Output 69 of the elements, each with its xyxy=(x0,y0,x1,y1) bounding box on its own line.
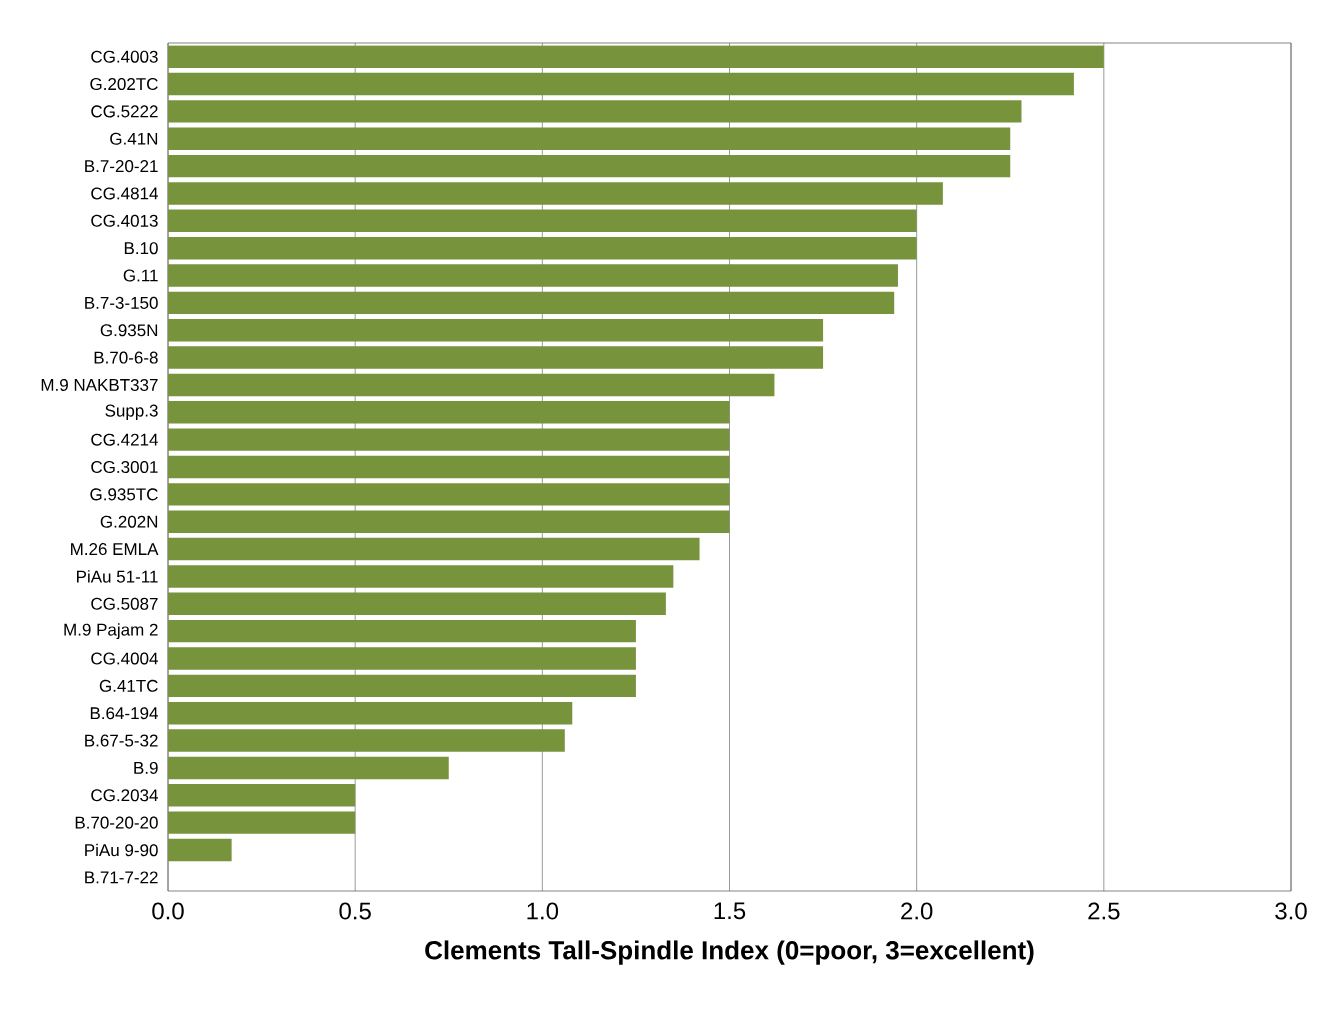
y-tick-label: M.9 Pajam 2 xyxy=(64,623,158,640)
y-tick-label: G.202N xyxy=(100,515,158,528)
bar xyxy=(168,45,1104,68)
x-tick-label: 0.5 xyxy=(339,902,371,920)
bar xyxy=(168,838,232,862)
y-tick-label: CG.5087 xyxy=(91,597,158,610)
bar xyxy=(168,428,730,451)
x-tick-label: 2.0 xyxy=(901,902,933,920)
y-tick-label: CG.4013 xyxy=(91,214,158,227)
y-tick-label: G.202TC xyxy=(90,78,158,91)
y-tick-label: CG.5222 xyxy=(91,105,158,118)
y-tick-label: G.935TC xyxy=(90,488,158,501)
y-tick-label: CG.4004 xyxy=(91,652,158,665)
y-tick-label: M.9 NAKBT337 xyxy=(41,378,158,391)
y-tick-label: B.10 xyxy=(124,242,158,255)
bar xyxy=(168,72,1074,96)
bar xyxy=(168,729,565,752)
x-tick-label: 0.0 xyxy=(152,902,184,920)
bar xyxy=(168,784,356,807)
bar xyxy=(168,647,636,670)
y-tick-label: CG.2034 xyxy=(91,789,158,802)
y-tick-label: CG.4003 xyxy=(91,50,158,63)
bar xyxy=(168,455,730,479)
y-tick-label: G.41TC xyxy=(99,679,158,692)
y-tick-label: B.70-6-8 xyxy=(94,351,158,364)
y-tick-label: Supp.3 xyxy=(105,404,158,420)
bar xyxy=(168,756,449,780)
bar xyxy=(168,291,895,315)
y-tick-label: B.70-20-20 xyxy=(75,816,158,829)
bar xyxy=(168,346,824,369)
bar xyxy=(168,811,356,834)
bar xyxy=(168,319,824,342)
y-tick-label: B.7-3-150 xyxy=(85,296,158,309)
bar xyxy=(168,127,1011,150)
bar xyxy=(168,401,730,424)
bar xyxy=(168,154,1011,178)
bar xyxy=(168,182,943,205)
x-tick-label: 3.0 xyxy=(1275,902,1307,920)
bar xyxy=(168,537,700,561)
bar xyxy=(168,100,1022,123)
bar xyxy=(168,510,730,533)
bar xyxy=(168,592,666,615)
bar xyxy=(168,373,775,397)
y-tick-label: B.9 xyxy=(134,761,158,774)
bar xyxy=(168,209,917,233)
x-tick-label: 1.0 xyxy=(527,902,559,920)
y-tick-label: G.935N xyxy=(100,324,158,337)
y-tick-label: M.26 EMLA xyxy=(71,543,159,556)
bar xyxy=(168,701,573,725)
bar xyxy=(168,483,730,506)
y-tick-label: B.67-5-32 xyxy=(85,734,158,747)
y-tick-label: CG.4214 xyxy=(91,433,158,446)
y-tick-label: B.71-7-22 xyxy=(85,871,158,884)
bar xyxy=(168,619,636,643)
bar xyxy=(168,565,674,588)
x-tick-label: 1.5 xyxy=(714,902,746,920)
y-tick-label: G.41N xyxy=(110,132,158,145)
bar xyxy=(168,264,898,287)
x-axis-title: Clements Tall-Spindle Index (0=poor, 3=excellent) xyxy=(425,940,1034,965)
x-tick-label: 2.5 xyxy=(1088,902,1120,920)
y-tick-label: B.7-20-21 xyxy=(85,160,158,173)
y-tick-label: G.11 xyxy=(123,269,158,282)
y-tick-label: PiAu 9-90 xyxy=(85,843,158,857)
y-tick-label: CG.4814 xyxy=(91,187,158,200)
bar xyxy=(168,236,917,260)
y-tick-label: B.64-194 xyxy=(90,707,158,720)
y-tick-label: PiAu 51-11 xyxy=(77,570,158,583)
y-tick-label: CG.3001 xyxy=(91,460,158,474)
bar xyxy=(168,674,636,698)
